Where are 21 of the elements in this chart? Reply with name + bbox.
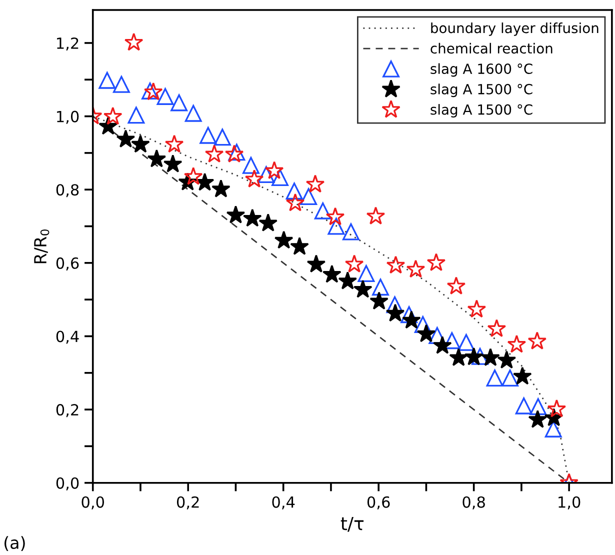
x-tick-label: 0,2 xyxy=(176,496,199,510)
x-axis-title: t/τ xyxy=(340,516,364,532)
text: (a) xyxy=(4,536,25,551)
y-tick-label: 1,0 xyxy=(57,110,79,124)
y-tick-label: 0,8 xyxy=(56,184,79,198)
x-tick-label: 0,0 xyxy=(82,496,104,510)
legend-label: slag A 1600 °C xyxy=(430,63,532,77)
y-tick-label: 0,0 xyxy=(56,477,79,490)
legend-label: slag A 1500 °C xyxy=(430,104,532,118)
y-tick-label: 0,6 xyxy=(56,257,79,270)
legend-label: chemical reaction xyxy=(430,42,552,54)
y-tick-label: 0,4 xyxy=(56,330,79,344)
y-tick-label: 0,2 xyxy=(56,404,78,418)
legend-label: slag A 1500 °C xyxy=(430,84,532,98)
x-tick-label: 0,6 xyxy=(367,496,390,510)
x-tick-label: 0,4 xyxy=(272,496,295,510)
y-tick-label: 1,2 xyxy=(57,37,78,51)
y-axis-title: R/R$_{0}$ xyxy=(34,229,50,264)
x-tick-label: 1,0 xyxy=(558,496,580,510)
legend-label: boundary layer diffusion xyxy=(431,22,598,36)
x-tick-label: 0,8 xyxy=(462,496,485,510)
